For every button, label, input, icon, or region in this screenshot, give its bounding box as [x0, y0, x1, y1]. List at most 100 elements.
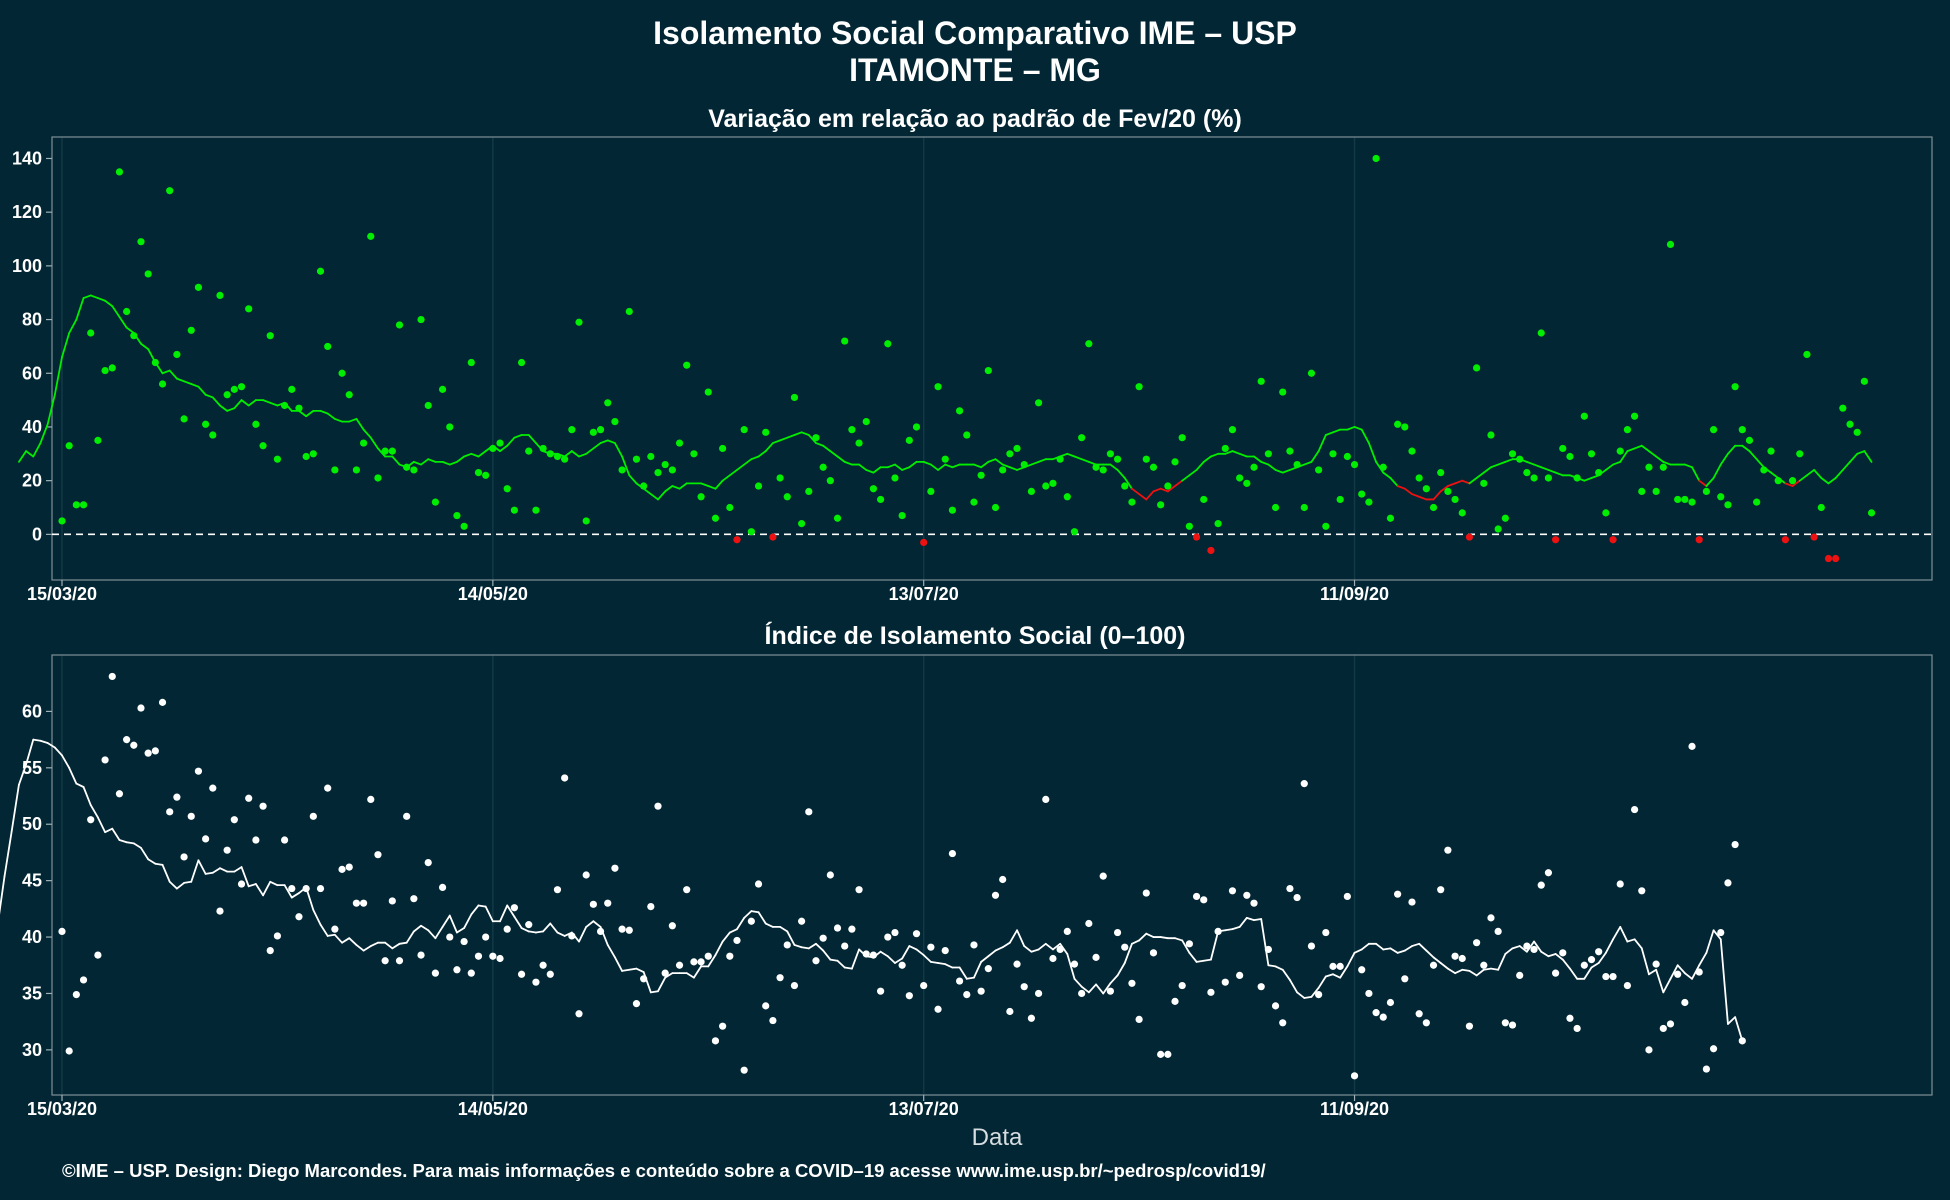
data-point	[503, 925, 511, 933]
moving-average-segment	[362, 428, 372, 439]
moving-average-segment	[384, 941, 394, 950]
moving-average-segment	[800, 431, 810, 436]
data-point	[977, 987, 985, 995]
data-point	[589, 428, 597, 436]
data-point	[1336, 962, 1344, 970]
data-point	[891, 928, 899, 937]
moving-average-segment	[1849, 452, 1859, 463]
data-point	[575, 1010, 583, 1018]
data-point	[1027, 1014, 1036, 1022]
data-point	[568, 426, 576, 434]
moving-average-segment	[973, 960, 983, 979]
data-point	[1702, 1065, 1710, 1073]
data-point	[1192, 533, 1201, 541]
moving-average-segment	[929, 960, 939, 964]
moving-average-segment	[319, 923, 329, 937]
moving-average-segment	[53, 356, 63, 396]
moving-average-segment	[1346, 426, 1356, 431]
moving-average-segment	[1856, 450, 1866, 455]
moving-average-segment	[1432, 956, 1442, 964]
data-point	[87, 329, 95, 337]
data-point	[726, 503, 734, 512]
panel-1-plot-area: 0 20 40 60 80 100 120 140 15/03/20 14/05/20 13/07/…	[12, 136, 1933, 604]
data-point	[1293, 893, 1301, 902]
moving-average-segment	[764, 442, 774, 453]
data-point	[1422, 1019, 1430, 1027]
data-point	[1307, 942, 1316, 950]
data-point	[1207, 546, 1215, 555]
data-point	[1171, 458, 1179, 466]
y-tick-label: 60	[22, 363, 42, 383]
moving-average-segment	[585, 447, 595, 455]
moving-average-segment	[427, 458, 437, 463]
data-point	[632, 1000, 641, 1008]
data-point	[417, 951, 425, 959]
moving-average-segment	[1648, 450, 1658, 458]
data-point	[496, 954, 504, 963]
data-point	[1623, 426, 1632, 434]
moving-average-segment	[104, 827, 114, 834]
moving-average-segment	[1016, 929, 1026, 947]
data-point	[288, 884, 296, 893]
moving-average-segment	[657, 490, 667, 501]
data-point	[1480, 961, 1488, 969]
moving-average-segment	[1116, 469, 1126, 479]
data-point	[1214, 927, 1222, 936]
data-point	[733, 536, 741, 544]
moving-average-segment	[757, 450, 767, 458]
data-point	[1709, 426, 1718, 434]
data-point	[202, 420, 210, 428]
moving-average-segment	[542, 922, 552, 933]
data-point	[1587, 450, 1596, 458]
data-point	[460, 937, 468, 946]
x-tick-label: 14/05/20	[458, 584, 528, 604]
data-point	[1307, 369, 1316, 377]
data-point	[331, 925, 339, 933]
data-point	[1709, 1045, 1718, 1053]
moving-average-segment	[1289, 979, 1298, 994]
moving-average-segment	[1159, 936, 1169, 940]
moving-average-segment	[1863, 450, 1873, 463]
data-point	[970, 941, 978, 949]
moving-average-segment	[161, 863, 171, 883]
moving-average-segment	[441, 914, 451, 928]
moving-average-segment	[929, 463, 939, 471]
moving-average-segment	[97, 297, 106, 302]
moving-average-segment	[369, 436, 379, 450]
moving-average-segment	[1245, 916, 1255, 922]
moving-average-segment	[1454, 479, 1464, 485]
moving-average-segment	[973, 463, 983, 469]
data-point	[460, 522, 468, 530]
moving-average-segment	[1446, 482, 1456, 487]
data-point	[977, 471, 985, 479]
data-point	[410, 895, 418, 903]
moving-average-segment	[420, 458, 430, 466]
x-tick-label: 13/07/20	[889, 1099, 959, 1119]
data-point	[561, 774, 569, 782]
data-point	[654, 802, 662, 810]
data-point	[1508, 1021, 1517, 1029]
moving-average-segment	[1037, 458, 1047, 463]
moving-average-segment	[1303, 995, 1313, 999]
data-point	[324, 784, 332, 792]
data-point	[173, 793, 181, 801]
data-point	[1315, 990, 1323, 999]
data-point	[108, 364, 116, 372]
data-point	[790, 981, 799, 990]
y-tick-label: 50	[22, 814, 42, 834]
moving-average-segment	[1023, 945, 1033, 953]
data-point	[1609, 972, 1617, 981]
data-point	[1365, 498, 1373, 506]
data-point	[1185, 522, 1193, 530]
moving-average-segment	[1475, 471, 1485, 479]
data-point	[1559, 949, 1567, 957]
data-point	[1666, 1020, 1675, 1028]
data-point	[79, 976, 88, 984]
moving-average-segment	[685, 972, 695, 979]
data-point	[654, 469, 662, 477]
data-point	[999, 466, 1007, 474]
data-point	[1674, 970, 1682, 978]
moving-average-segment	[714, 940, 724, 957]
figure-title-line-1: Isolamento Social Comparativo IME – USP	[653, 15, 1297, 51]
moving-average-segment	[398, 941, 408, 945]
